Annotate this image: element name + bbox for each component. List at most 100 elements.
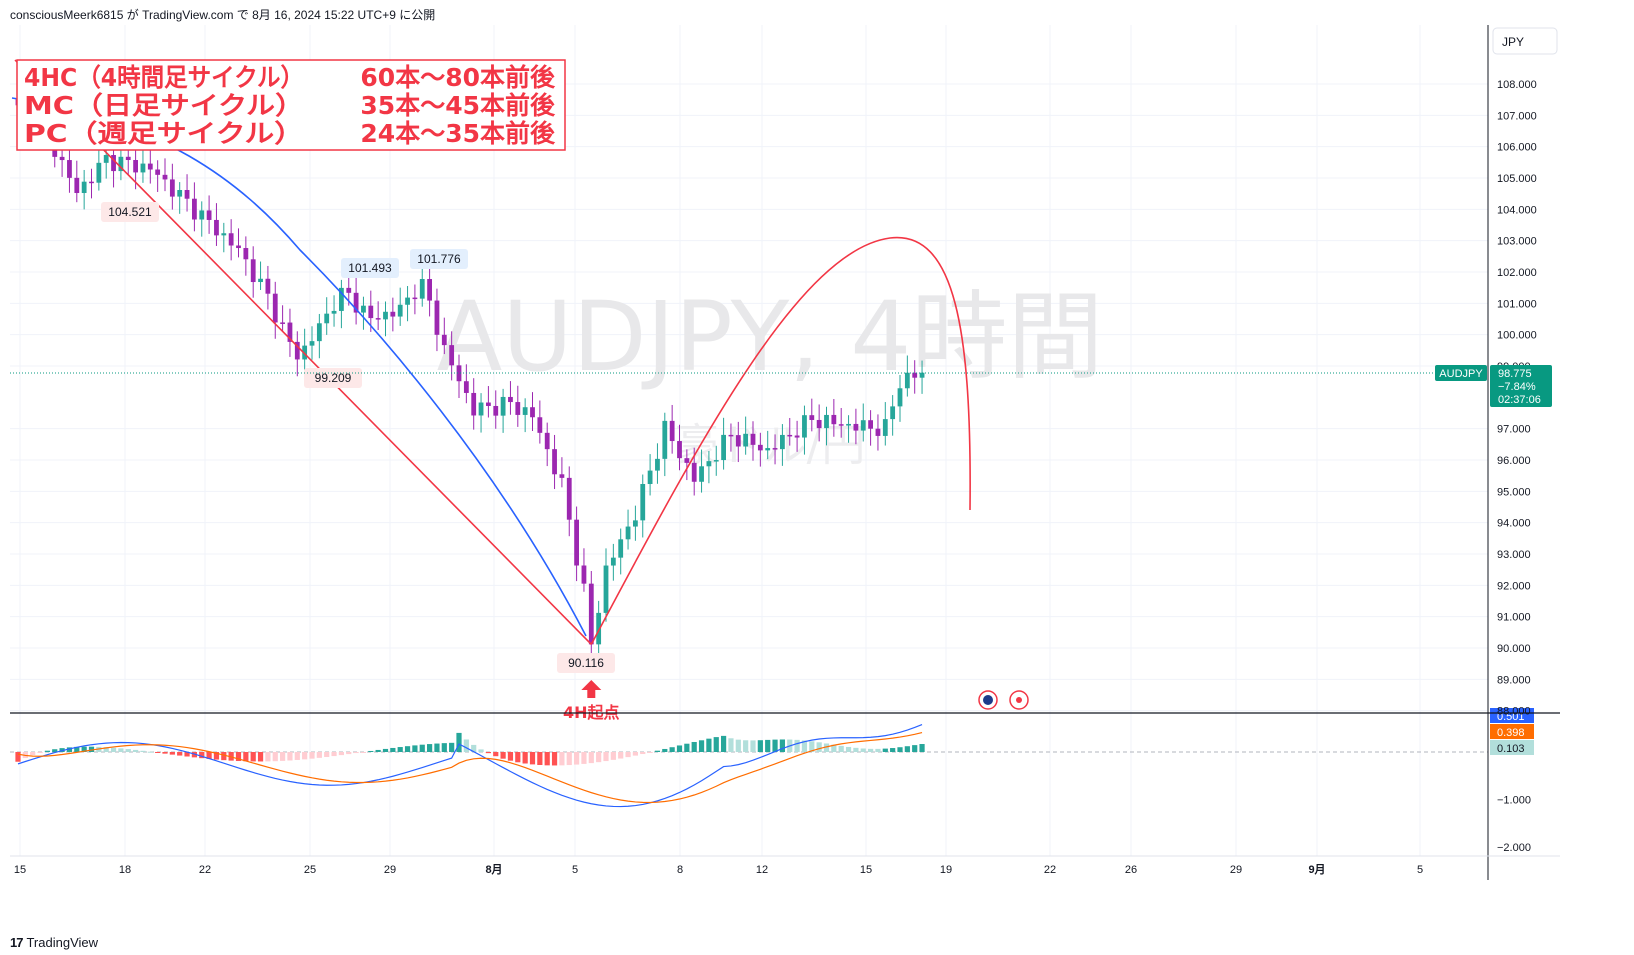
x-tick-label: 15 — [860, 864, 872, 876]
macd-histogram-bar — [794, 739, 800, 752]
cycle-annotation-box[interactable]: 4HC（4時間足サイクル） 60本〜80本前後 MC（日足サイクル） 35本〜45本前… — [16, 59, 566, 151]
macd-histogram-bar — [500, 752, 506, 759]
macd-histogram-bar — [74, 746, 80, 752]
macd-histogram-bar — [471, 744, 477, 752]
x-tick-label: 8月 — [485, 863, 502, 876]
price-countdown: 02:37:06 — [1498, 394, 1541, 406]
macd-histogram-bar — [897, 747, 903, 752]
macd-value-tag — [1490, 740, 1534, 755]
currency-button — [1492, 27, 1558, 55]
macd-histogram-bar — [88, 746, 95, 752]
macd-histogram-bar — [397, 747, 403, 752]
macd-histogram-bar — [823, 743, 830, 752]
candle-body — [552, 449, 557, 475]
candle-body — [515, 402, 521, 415]
candle-body — [574, 519, 579, 566]
candle-body — [846, 423, 851, 426]
candle-body — [471, 392, 477, 416]
macd-histogram-bar — [816, 742, 822, 752]
price-labels: 104.521 99.209 101.493 101.776 90.116 — [101, 202, 615, 673]
candle-body — [339, 287, 344, 311]
y-tick-label: 100.000 — [1497, 330, 1537, 342]
macd-value-label: 0.103 — [1497, 743, 1525, 755]
price-label-bg — [304, 368, 362, 388]
candle-body — [427, 279, 432, 301]
candle-body — [618, 539, 624, 558]
price-label-bg — [341, 258, 399, 278]
macd-histogram-bar — [427, 744, 433, 752]
candle-body — [162, 174, 168, 180]
candle-body — [486, 402, 491, 406]
annotation-line-right: 35本〜45本前後 — [360, 91, 556, 120]
macd-histogram-bar — [493, 752, 499, 757]
macd-histogram-bar — [265, 752, 271, 762]
macd-histogram-bar — [698, 740, 705, 752]
macd-histogram-bar — [257, 752, 264, 762]
price-label: 101.776 — [417, 252, 461, 266]
candle-body — [625, 526, 631, 540]
symbol-watermark: AUDJPY, 4時間 豪ドル/円 — [437, 281, 1104, 471]
macd-histogram-bar — [772, 739, 778, 752]
annotation-line-left: 4HC（4時間足サイクル） — [24, 63, 304, 92]
y-tick-label: 107.000 — [1497, 110, 1537, 122]
tradingview-logo[interactable]: 17 TradingView — [10, 935, 98, 950]
macd-histogram-bar — [316, 752, 322, 758]
y-tick-label: 96.000 — [1497, 455, 1531, 467]
macd-histogram-bar — [713, 737, 719, 752]
macd-histogram-bar — [434, 743, 440, 752]
candle-body — [713, 460, 719, 462]
macd-histogram-bar — [831, 744, 837, 752]
candle-body — [809, 415, 815, 420]
candle-body — [441, 334, 447, 346]
candle-body — [192, 198, 197, 220]
candle-body — [353, 292, 359, 313]
macd-histogram-bar — [412, 745, 418, 752]
candle-body — [390, 311, 396, 317]
candle-body — [397, 304, 403, 317]
candle-body — [456, 365, 462, 382]
x-tick-label: 18 — [119, 864, 131, 876]
y-tick-label: 95.000 — [1497, 486, 1531, 498]
signal-line — [17, 731, 923, 804]
macd-histogram-bar — [890, 748, 896, 752]
x-tick-label: 22 — [199, 864, 211, 876]
macd-histogram-bar — [375, 749, 381, 752]
candle-body — [522, 407, 528, 415]
candle-body — [566, 477, 572, 520]
candle-body — [368, 305, 374, 319]
macd-y-tick: −2.000 — [1497, 842, 1531, 854]
macd-value-label: 0.501 — [1497, 711, 1525, 723]
candle-body — [478, 402, 484, 416]
macd-histogram-bar — [860, 748, 866, 752]
macd-histogram-bar — [721, 735, 727, 752]
candle-body — [633, 520, 638, 527]
price-label: 101.493 — [348, 261, 392, 275]
x-tick-label: 26 — [1125, 864, 1137, 876]
candle-body — [677, 441, 682, 459]
y-tick-label: 91.000 — [1497, 612, 1531, 624]
macd-histogram-bar — [485, 752, 491, 754]
macd-histogram-bar — [463, 739, 469, 752]
macd-histogram-bar — [44, 750, 50, 752]
symbol-tag — [1435, 365, 1487, 382]
symbol-tag-label: AUDJPY — [1439, 368, 1483, 380]
x-tick-label: 5 — [572, 864, 578, 876]
macd-histogram-bar — [779, 739, 785, 752]
candle-body — [912, 372, 918, 378]
macd-histogram-bar — [684, 743, 690, 752]
candle-body — [74, 177, 80, 194]
candle-body — [214, 219, 219, 236]
candle-body — [596, 612, 602, 645]
macd-histogram-bar — [596, 752, 602, 763]
macd-histogram-bar — [390, 747, 396, 752]
candle-body — [125, 156, 131, 161]
candle-body — [882, 419, 888, 436]
candle-body — [184, 190, 190, 199]
macd-histogram-bar — [581, 752, 587, 764]
candle-body — [419, 279, 425, 299]
candle-body — [824, 414, 829, 429]
x-tick-label: 29 — [1230, 864, 1242, 876]
candle-body — [221, 233, 227, 236]
macd-histogram-bar — [280, 752, 286, 761]
